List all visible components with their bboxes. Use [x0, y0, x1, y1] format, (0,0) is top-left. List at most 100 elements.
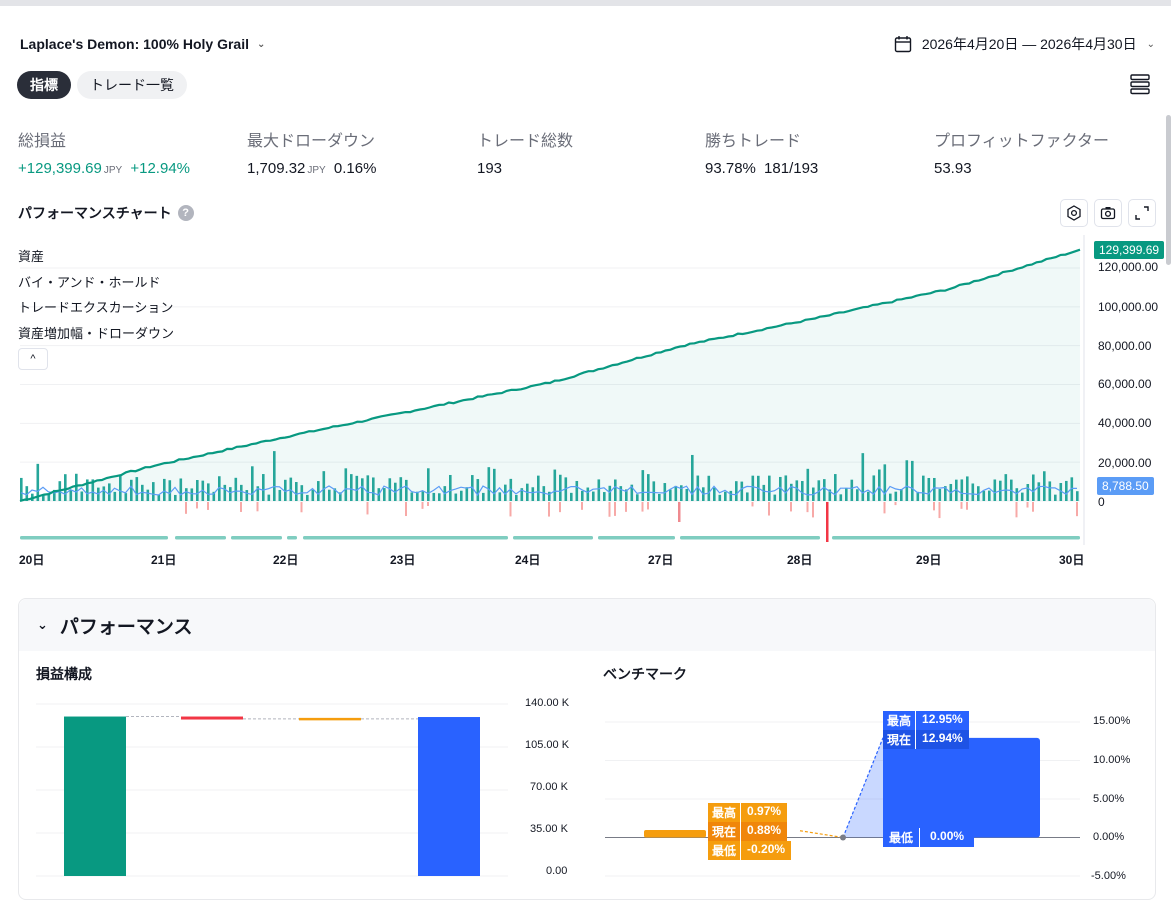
excursion-bar-positive: [911, 460, 914, 501]
excursion-bar-positive: [1026, 484, 1030, 501]
currency-unit: JPY: [307, 165, 326, 176]
excursion-bar-positive: [179, 478, 183, 501]
trade-track-segment: [231, 536, 282, 540]
legend-item-excursion[interactable]: トレードエクスカーション: [18, 300, 174, 315]
fullscreen-button[interactable]: [1128, 199, 1156, 227]
performance-chart-title-text: パフォーマンスチャート: [18, 205, 172, 221]
collapse-legend-button[interactable]: ^: [18, 348, 48, 370]
pnl-composition-title: 損益構成: [36, 666, 92, 682]
excursion-bar-positive: [449, 474, 452, 501]
excursion-bar-positive: [845, 487, 848, 501]
equity-last-value-tag: 129,399.69: [1094, 241, 1165, 259]
max-drawdown-value: 1,709.32: [247, 160, 306, 177]
excursion-bar-positive: [993, 479, 997, 501]
excursion-bar-positive: [850, 479, 854, 501]
bar-buy-hold: [644, 830, 706, 838]
tab-metrics[interactable]: 指標: [17, 71, 71, 99]
excursion-bar-positive: [146, 489, 150, 501]
excursion-bar-positive: [933, 477, 936, 501]
excursion-bar-positive: [135, 477, 139, 501]
excursion-bar-negative: [581, 502, 583, 510]
y-tick-label: 0: [1098, 495, 1105, 509]
buy-hold-low: 最低 -0.20%: [708, 841, 792, 860]
settings-button[interactable]: [1060, 199, 1088, 227]
strategy-connector: [842, 737, 884, 838]
excursion-bar-positive: [355, 475, 359, 501]
excursion-bar-positive: [784, 475, 788, 501]
excursion-bar-positive: [570, 492, 573, 501]
trade-track-segment: [832, 536, 1080, 540]
excursion-bar-positive: [762, 484, 766, 501]
y-tick-label: 40,000.00: [1098, 416, 1152, 430]
excursion-bar-negative: [240, 502, 242, 512]
excursion-bar-positive: [1076, 491, 1079, 501]
screenshot-button[interactable]: [1094, 199, 1122, 227]
excursion-bar-positive: [498, 492, 502, 501]
x-tick-label: 28日: [787, 553, 813, 567]
excursion-bar-positive: [768, 475, 771, 501]
excursion-bar-positive: [388, 478, 392, 501]
excursion-bar-positive: [91, 479, 95, 501]
kpi-value: 1,709.32 JPY 0.16%: [247, 160, 376, 177]
excursion-bar-positive: [927, 477, 931, 501]
excursion-bar-positive: [1054, 494, 1057, 501]
y-tick-label: 140.00 K: [525, 697, 570, 709]
x-tick-label: 23日: [390, 553, 416, 567]
legend-item-equity[interactable]: 資産: [18, 249, 45, 264]
vertical-scrollbar[interactable]: [1166, 115, 1171, 265]
chevron-down-icon: ⌄: [37, 617, 48, 632]
strategy-selector[interactable]: Laplace's Demon: 100% Holy Grail ⌄: [20, 36, 265, 52]
excursion-bar-positive: [245, 490, 249, 501]
excursion-bar-negative: [1015, 502, 1018, 518]
legend-item-runup-drawdown[interactable]: 資産増加幅・ドローダウン: [18, 325, 175, 341]
excursion-bar-positive: [894, 491, 898, 501]
excursion-bar-negative: [405, 502, 407, 517]
excursion-bar-positive: [102, 486, 106, 501]
excursion-bar-positive: [361, 478, 364, 501]
excursion-bar-positive: [674, 485, 678, 501]
calendar-icon: [894, 36, 912, 53]
x-tick-label: 21日: [151, 553, 177, 567]
y-tick-label: 35.00 K: [530, 823, 568, 835]
excursion-bar-positive: [724, 491, 727, 501]
excursion-bar-positive: [1059, 482, 1063, 501]
excursion-bar-positive: [399, 477, 403, 501]
legend-item-buy-hold[interactable]: バイ・アンド・ホールド: [18, 274, 161, 290]
excursion-bar-positive: [185, 488, 188, 501]
date-range-selector[interactable]: 2026年4月20日 — 2026年4月30日 ⌄: [894, 34, 1155, 54]
excursion-bar-positive: [872, 475, 876, 501]
excursion-bar-positive: [669, 489, 672, 501]
performance-section-header[interactable]: ⌄ パフォーマンス: [19, 599, 1155, 651]
excursion-bar-positive: [207, 483, 210, 501]
bar-gross-loss: [181, 716, 243, 720]
excursion-bar-positive: [696, 475, 700, 501]
excursion-bar-negative: [300, 502, 303, 513]
tab-bar: 指標 トレード一覧: [17, 71, 187, 99]
tab-trade-list[interactable]: トレード一覧: [77, 71, 187, 99]
layout-menu-icon[interactable]: [1129, 72, 1151, 96]
excursion-bar-positive: [366, 475, 370, 501]
excursion-bar-positive: [476, 479, 480, 501]
excursion-bar-positive: [883, 464, 887, 501]
chevron-down-icon: ⌄: [1146, 38, 1155, 50]
excursion-bar-positive: [806, 468, 810, 501]
excursion-bar-positive: [322, 471, 326, 501]
excursion-bar-positive: [339, 492, 342, 501]
excursion-bar-positive: [575, 480, 579, 501]
excursion-bar-positive: [432, 492, 436, 501]
kpi-value: 93.78% 181/193: [705, 160, 818, 177]
bar-commission: [299, 717, 361, 721]
trade-track-segment: [175, 536, 226, 540]
excursion-bar-negative: [1032, 502, 1034, 512]
excursion-bar-negative: [812, 502, 814, 518]
excursion-bar-positive: [124, 493, 128, 501]
kpi-winning-trades: 勝ちトレード 93.78% 181/193: [705, 127, 818, 177]
excursion-bar-positive: [262, 474, 265, 501]
y-tick-label: -5.00%: [1091, 870, 1126, 882]
excursion-bar-positive: [586, 487, 590, 501]
chart-legend: 資産 バイ・アンド・ホールド トレードエクスカーション 資産増加幅・ドローダウン: [18, 244, 174, 346]
kpi-value: +129,399.69 JPY +12.94%: [18, 160, 190, 177]
help-icon[interactable]: ?: [177, 205, 194, 221]
kpi-label: 総損益: [18, 133, 67, 150]
currency-unit: JPY: [103, 165, 123, 176]
